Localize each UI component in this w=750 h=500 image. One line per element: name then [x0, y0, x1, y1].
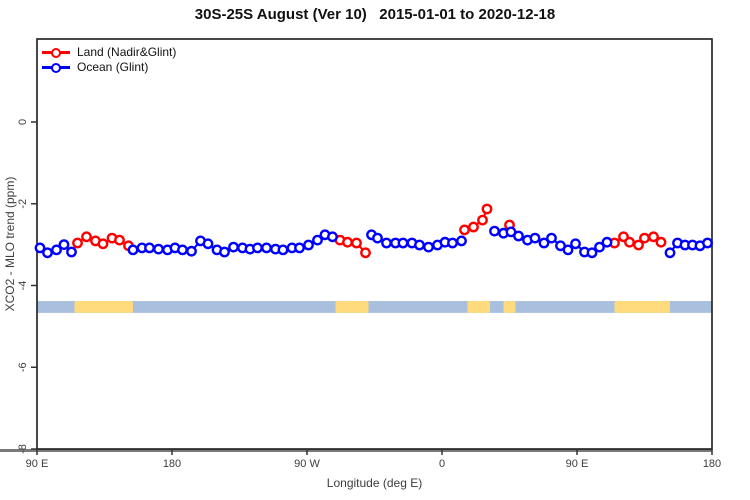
data-point-ocean — [303, 239, 314, 251]
land-band-segment — [614, 301, 670, 313]
land-band-segment — [503, 301, 516, 313]
data-point-ocean — [34, 242, 46, 254]
data-point-land — [351, 237, 362, 249]
data-point-ocean — [219, 246, 230, 258]
data-point-ocean — [601, 236, 613, 248]
x-tick-label: 90 W — [294, 458, 320, 470]
data-point-ocean — [489, 225, 500, 237]
legend-item-ocean: Ocean (Glint) — [42, 60, 176, 75]
data-point-ocean — [186, 245, 197, 257]
legend: Land (Nadir&Glint) Ocean (Glint) — [42, 45, 176, 75]
y-tick-label: 0 — [17, 119, 29, 125]
y-tick-label: -6 — [17, 362, 29, 372]
data-point-land — [342, 236, 353, 248]
data-point-land — [481, 203, 493, 215]
data-point-ocean — [423, 241, 434, 253]
data-point-ocean — [252, 242, 263, 254]
data-point-ocean — [702, 237, 713, 249]
land-band-segment — [467, 301, 490, 313]
x-tick-label: 0 — [439, 458, 445, 470]
x-axis-title: Longitude (deg E) — [326, 476, 423, 490]
data-point-ocean — [538, 237, 550, 249]
data-point-ocean — [447, 237, 458, 249]
data-point-ocean — [66, 246, 77, 258]
land-series-marker-icon — [42, 46, 70, 59]
data-point-ocean — [58, 239, 70, 251]
legend-item-land: Land (Nadir&Glint) — [42, 45, 176, 60]
data-point-ocean — [228, 241, 239, 253]
data-point-land — [639, 232, 650, 244]
data-point-ocean — [127, 244, 139, 256]
data-point-ocean — [261, 242, 272, 254]
data-point-ocean — [414, 239, 425, 251]
data-point-land — [459, 224, 470, 236]
data-point-ocean — [529, 232, 541, 244]
data-point-ocean — [372, 232, 383, 244]
data-point-land — [633, 239, 644, 251]
data-point-ocean — [594, 241, 605, 253]
land-circle-icon — [51, 47, 61, 58]
data-point-ocean — [586, 247, 598, 259]
y-axis: 0 -2 -4 -6 -8 — [17, 119, 37, 454]
x-tick-label: 180 — [703, 458, 721, 470]
data-point-ocean — [570, 238, 581, 250]
land-band-segment — [74, 301, 133, 313]
data-point-ocean — [202, 238, 214, 250]
legend-label-ocean: Ocean (Glint) — [77, 60, 149, 74]
data-point-ocean — [51, 244, 62, 256]
data-point-ocean — [397, 237, 409, 249]
data-point-ocean — [177, 244, 188, 256]
data-point-land — [360, 247, 371, 259]
data-point-ocean — [562, 244, 574, 256]
ocean-band-segment — [37, 301, 712, 313]
data-point-land — [624, 236, 635, 248]
ocean-series-marker-icon — [42, 61, 70, 74]
x-tick-label: 90 E — [566, 458, 589, 470]
data-point-ocean — [381, 237, 392, 249]
data-point-ocean — [277, 244, 289, 256]
legend-label-land: Land (Nadir&Glint) — [77, 45, 177, 59]
data-point-land — [97, 238, 109, 250]
data-point-land — [72, 237, 83, 249]
data-point-ocean — [513, 230, 524, 242]
x-axis: 90 E 180 90 W 0 90 E 180 — [26, 449, 721, 470]
data-point-ocean — [294, 242, 305, 254]
data-point-land — [655, 236, 667, 248]
data-point-ocean — [42, 247, 53, 259]
data-point-ocean — [456, 235, 467, 247]
data-point-ocean — [144, 242, 155, 254]
y-tick-label: -8 — [17, 444, 29, 454]
series-ocean — [34, 225, 713, 259]
x-tick-label: 90 E — [26, 458, 49, 470]
data-point-ocean — [546, 232, 557, 244]
data-point-land — [648, 231, 659, 243]
data-point-land — [114, 234, 125, 246]
y-tick-label: -4 — [17, 281, 29, 291]
data-point-land — [468, 221, 479, 233]
land-band-segment — [335, 301, 369, 313]
data-point-land — [477, 214, 488, 226]
surface-band — [37, 301, 712, 313]
data-point-ocean — [327, 231, 338, 243]
data-point-ocean — [312, 234, 323, 246]
data-point-ocean — [664, 247, 676, 259]
x-tick-label: 180 — [163, 458, 181, 470]
y-tick-label: -2 — [17, 199, 29, 209]
data-point-land — [81, 231, 92, 243]
chart-title: 30S-25S August (Ver 10) 2015-01-01 to 20… — [194, 6, 556, 23]
ocean-circle-icon — [51, 62, 61, 73]
data-point-ocean — [153, 243, 164, 255]
